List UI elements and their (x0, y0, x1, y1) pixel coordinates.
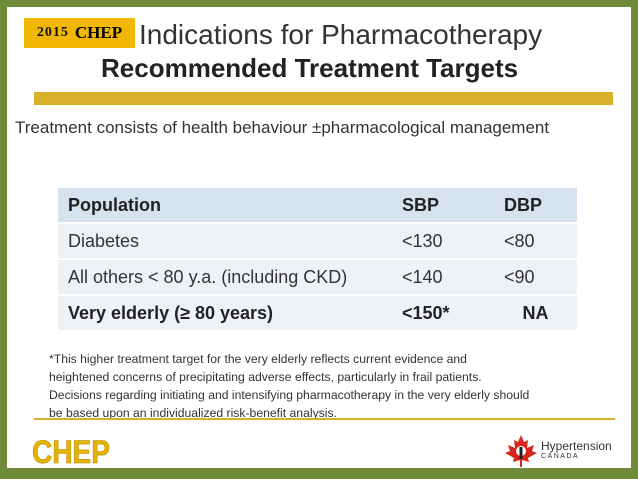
chep-2015-badge: 2015 CHEP (24, 18, 135, 48)
table-header-row: Population SBP DBP (58, 188, 577, 224)
chep-logo: CHEP (32, 437, 110, 465)
header-sbp: SBP (392, 188, 494, 224)
hypertension-canada-sub: CANADA (541, 453, 580, 460)
cell-dbp: <80 (494, 223, 577, 260)
hypertension-canada-name: Hypertension (541, 439, 612, 453)
footnote-line: be based upon an individualized risk-ben… (49, 406, 337, 420)
footnote: *This higher treatment target for the ve… (49, 350, 624, 422)
chep-logo-text: CHEP (32, 437, 110, 465)
intro-text: Treatment consists of health behaviour ±… (15, 118, 550, 137)
badge-name: CHEP (74, 23, 123, 42)
header-dbp: DBP (494, 188, 577, 224)
slide-subtitle: Recommended Treatment Targets (101, 53, 519, 83)
badge-year: 2015 (36, 25, 69, 40)
footnote-line: Decisions regarding initiating and inten… (49, 388, 530, 402)
table-row: All others < 80 y.a. (including CKD) <14… (58, 259, 577, 296)
maple-leaf-icon (505, 435, 537, 467)
footer-divider (34, 418, 615, 420)
slide: 2015 CHEP Indications for Pharmacotherap… (7, 7, 631, 468)
cell-sbp: <140 (392, 259, 494, 296)
cell-sbp: <150* (392, 295, 494, 332)
treatment-targets-table: Population SBP DBP Diabetes <130 <80 All… (58, 188, 577, 332)
cell-population: Very elderly (≥ 80 years) (58, 295, 392, 332)
footnote-line: *This higher treatment target for the ve… (49, 352, 467, 366)
cell-dbp: NA (494, 295, 577, 332)
cell-sbp: <130 (392, 223, 494, 260)
title-divider (34, 92, 613, 105)
cell-dbp: <90 (494, 259, 577, 296)
footnote-line: heightened concerns of precipitating adv… (49, 370, 482, 384)
slide-title: Indications for Pharmacotherapy (139, 19, 543, 50)
table-row: Very elderly (≥ 80 years) <150* NA (58, 295, 577, 332)
table-row: Diabetes <130 <80 (58, 223, 577, 260)
cell-population: Diabetes (58, 223, 392, 260)
header-population: Population (58, 188, 392, 224)
cell-population: All others < 80 y.a. (including CKD) (58, 259, 392, 296)
